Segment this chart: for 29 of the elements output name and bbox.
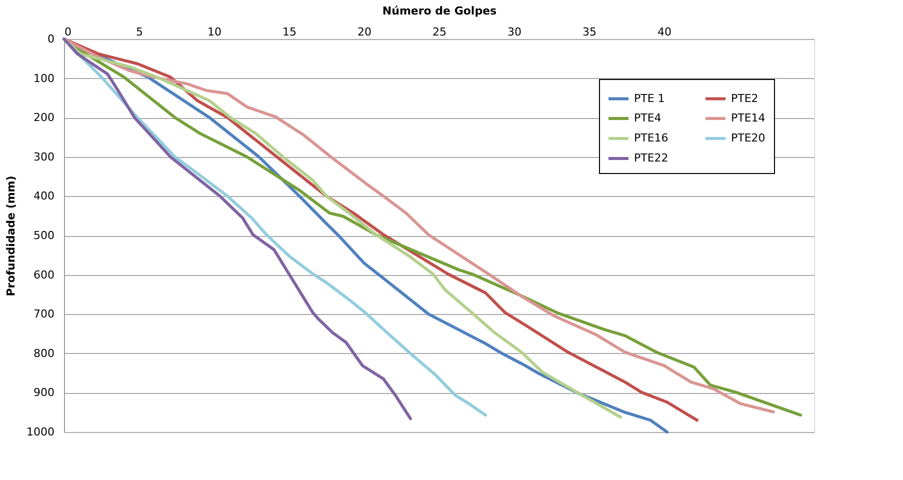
line-series — [62, 38, 412, 420]
x-tick-label: 0 — [64, 26, 72, 38]
x-axis-title: Número de Golpes — [382, 4, 498, 18]
x-tick-label: 15 — [282, 26, 296, 38]
x-tick-label: 10 — [208, 26, 222, 38]
y-tick-label: 200 — [34, 111, 54, 124]
legend-label: PTE 1 — [634, 92, 665, 105]
x-tick-label: 25 — [432, 26, 446, 38]
legend-label: PTE14 — [731, 112, 766, 124]
x-tick-label: 30 — [508, 26, 522, 38]
y-tick-label: 1000 — [26, 426, 54, 438]
y-tick-label: 600 — [34, 268, 54, 282]
y-axis-title: Profundidade (mm) — [4, 176, 18, 296]
x-tick-label: 20 — [358, 26, 372, 38]
y-tick-label: 300 — [34, 150, 54, 164]
y-tick-label: 500 — [34, 229, 54, 242]
legend-label: PTE22 — [634, 152, 668, 164]
legend-label: PTE16 — [634, 132, 668, 144]
y-tick-label: 900 — [34, 386, 54, 400]
legend-label: PTE2 — [731, 92, 758, 105]
legend-label: PTE4 — [634, 112, 662, 124]
y-tick-label: 800 — [34, 346, 54, 360]
x-tick-label: 40 — [658, 26, 672, 38]
y-tick-label: 400 — [34, 190, 54, 203]
y-tick-label: 700 — [34, 308, 54, 321]
y-tick-label: 100 — [34, 72, 54, 85]
x-tick-label: 5 — [136, 26, 143, 38]
legend-label: PTE20 — [731, 132, 766, 144]
x-tick-label: 35 — [582, 26, 596, 38]
